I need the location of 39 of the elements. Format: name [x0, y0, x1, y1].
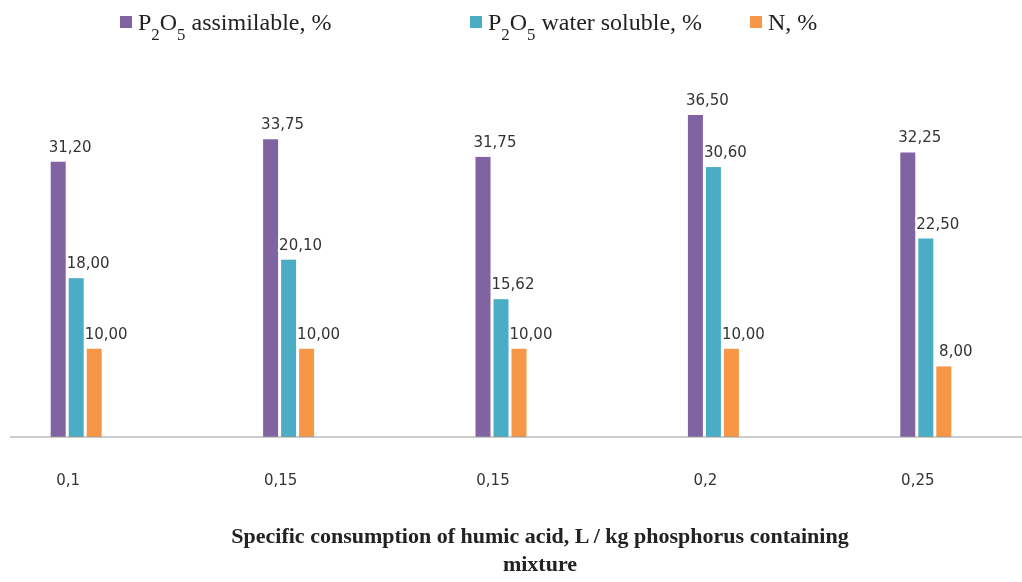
bar — [705, 167, 721, 437]
bar — [281, 259, 297, 437]
bar — [475, 156, 491, 437]
bar — [493, 299, 509, 437]
data-label: 18,00 — [66, 254, 110, 273]
bar — [936, 366, 952, 437]
data-label: 20,10 — [279, 235, 323, 254]
bar — [900, 152, 916, 437]
x-tick-label: 0,2 — [693, 471, 718, 489]
bar — [511, 348, 527, 437]
data-label: 10,00 — [84, 324, 128, 343]
legend-label: P$_{2}$O$_{5}$ assimilable, % — [138, 9, 332, 44]
x-tick-label: 0,15 — [476, 471, 510, 489]
data-label: 30,60 — [703, 143, 747, 162]
bar — [299, 348, 315, 437]
data-label: 10,00 — [509, 324, 553, 343]
bar — [86, 348, 102, 437]
bar — [918, 238, 934, 437]
data-label: 33,75 — [261, 115, 305, 134]
legend-label: P$_{2}$O$_{5}$ water soluble, % — [488, 9, 703, 44]
x-tick-label: 0,25 — [901, 471, 935, 489]
x-axis-title: Specific consumption of humic acid, L / kg phosphorus containing mixture — [231, 523, 849, 576]
data-label: 10,00 — [721, 324, 765, 343]
data-label: 31,75 — [473, 132, 517, 151]
x-tick-label: 0,1 — [56, 471, 81, 489]
data-label: 15,62 — [491, 275, 535, 294]
bar — [68, 278, 84, 437]
x-tick-label: 0,15 — [263, 471, 298, 489]
bar — [687, 115, 703, 437]
bar — [723, 348, 739, 437]
data-label: 31,20 — [48, 137, 92, 156]
data-label: 8,00 — [939, 342, 973, 361]
data-label: 32,25 — [898, 128, 942, 147]
bar — [50, 161, 66, 437]
legend-label: N, % — [768, 9, 818, 35]
data-label: 10,00 — [297, 324, 341, 343]
data-label: 36,50 — [685, 91, 729, 109]
data-label: 22,50 — [916, 214, 960, 233]
bar — [263, 139, 279, 437]
